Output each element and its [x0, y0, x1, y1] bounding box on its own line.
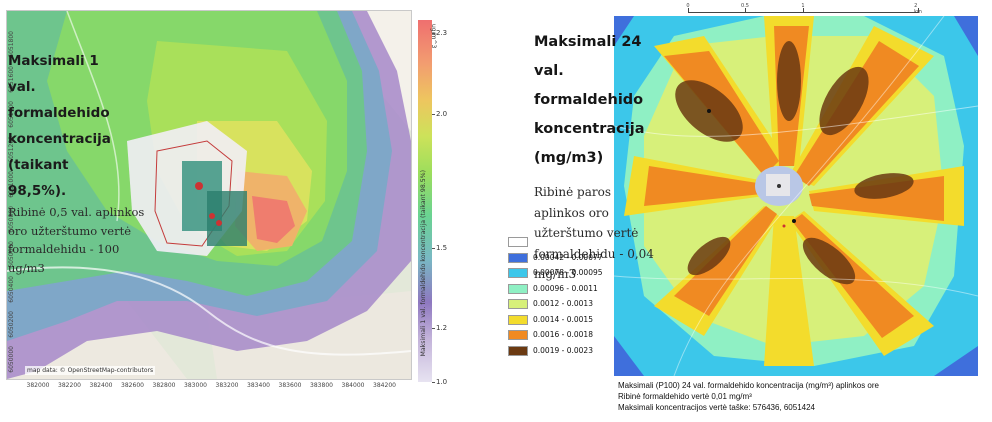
caption-line: Maksimali koncentracijos vertė taške: 57…: [618, 403, 815, 412]
scale-tick: [918, 8, 919, 13]
right-map-caption: Maksimali (P100) 24 val. formaldehido ko…: [618, 380, 988, 413]
scale-label: 2 km: [914, 3, 922, 15]
scale-tick: [803, 8, 804, 13]
colorbar-gradient: [418, 20, 432, 382]
colorbar-tick-mark: [432, 328, 435, 330]
right-map-heading: Maksimali 24 val. formaldehido koncentra…: [534, 34, 645, 166]
x-tick-label: 383600: [278, 382, 302, 389]
right-map-note: Ribinė paros aplinkos oro užterštumo ver…: [534, 185, 654, 281]
legend-swatch: [508, 314, 528, 325]
legend-item: 0.0012 - 0.0013: [508, 297, 628, 313]
left-map-heading: Maksimali 1 val. formaldehido koncentrac…: [8, 53, 111, 199]
colorbar-tick-label: 1.5: [436, 243, 448, 252]
scale-tick: [745, 8, 746, 13]
scale-bar: 0 0.5 1 2 km: [686, 3, 921, 16]
colorbar-tick-label: 1.2: [436, 324, 448, 333]
x-tick-label: 382600: [121, 382, 144, 389]
x-tick-label: 382000: [26, 382, 50, 389]
legend-label: 0.0016 - 0.0018: [533, 330, 593, 339]
legend-swatch: [508, 268, 528, 278]
scale-label: 1: [801, 3, 805, 9]
x-tick-label: 382200: [58, 382, 81, 389]
x-tick-label: 382400: [89, 382, 113, 389]
caption-line: Maksimali (P100) 24 val. formaldehido ko…: [618, 381, 879, 390]
concentration-legend: 0.00042 - 0.00077 0.00078 - 0.00095 0.0009…: [508, 235, 628, 359]
x-tick-label: 384200: [373, 382, 396, 389]
right-dispersion-map[interactable]: [614, 16, 978, 376]
scale-label: 0.5: [741, 3, 749, 9]
y-tick-label: 6050200: [8, 311, 15, 338]
legend-item: 0.0014 - 0.0015: [508, 313, 628, 329]
legend-label: 0.0014 - 0.0015: [533, 314, 593, 324]
left-dispersion-map[interactable]: 6051800 6051600 6051400 6051200 6051000 60508…: [6, 10, 412, 380]
x-tick-label: 384000: [341, 382, 365, 389]
legend-label: 0.00096 - 0.0011: [533, 283, 598, 293]
legend-swatch: [508, 345, 528, 356]
x-tick-label: 382800: [152, 382, 176, 389]
colorbar-tick-mark: [432, 33, 435, 35]
map-attribution: map data: © OpenStreetMap-contributors: [25, 366, 156, 375]
legend-label: 0.0019 - 0.0023: [533, 345, 593, 355]
colorbar-label: Maksimali 1 val. formaldehido koncentrac…: [420, 170, 427, 357]
legend-label: 0.00078 - 0.00095: [533, 268, 603, 277]
left-map-note: Ribinė 0,5 val. aplinkos oro užterštumo …: [8, 205, 145, 275]
colorbar-tick-mark: [432, 382, 435, 383]
legend-item: [508, 235, 628, 251]
legend-item: 0.0019 - 0.0023: [508, 344, 628, 360]
scale-tick: [688, 8, 689, 13]
concentration-colorbar: ug/m^3 Maksimali 1 val. formaldehido kon…: [418, 20, 478, 386]
colorbar-tick-label: 1.0: [436, 378, 448, 386]
legend-swatch: [508, 330, 528, 340]
colorbar-tick-label: 2.3: [436, 29, 448, 38]
legend-label: 0.0012 - 0.0013: [533, 299, 593, 308]
scale-label: 0: [686, 3, 690, 9]
colorbar-tick-mark: [432, 247, 435, 249]
legend-item: 0.00078 - 0.00095: [508, 266, 628, 282]
legend-swatch: [508, 283, 528, 294]
y-tick-label: 6050400: [8, 276, 15, 303]
legend-item: 0.0016 - 0.0018: [508, 328, 628, 344]
right-map-graphic: [614, 16, 978, 376]
legend-item: 0.00042 - 0.00077: [508, 251, 628, 267]
y-tick-label: 6050000: [8, 346, 15, 373]
x-tick-label: 383400: [247, 382, 270, 389]
colorbar-tick-mark: [432, 113, 435, 115]
colorbar-unit: ug/m^3: [430, 24, 437, 49]
legend-swatch: [508, 299, 528, 309]
x-axis-ticks: 382000 382200 382400 382600 382800 383000 3832…: [20, 382, 410, 396]
left-map-graphic: [7, 11, 411, 379]
legend-label: 0.00042 - 0.00077: [533, 252, 603, 262]
colorbar-tick-label: 2.0: [436, 109, 448, 118]
x-tick-label: 383800: [310, 382, 333, 389]
legend-swatch: [508, 237, 528, 247]
legend-swatch: [508, 252, 528, 263]
x-tick-label: 383200: [215, 382, 239, 389]
x-tick-label: 383000: [184, 382, 207, 389]
caption-line: Ribinė formaldehido vertė 0,01 mg/m³: [618, 392, 752, 401]
legend-item: 0.00096 - 0.0011: [508, 282, 628, 298]
